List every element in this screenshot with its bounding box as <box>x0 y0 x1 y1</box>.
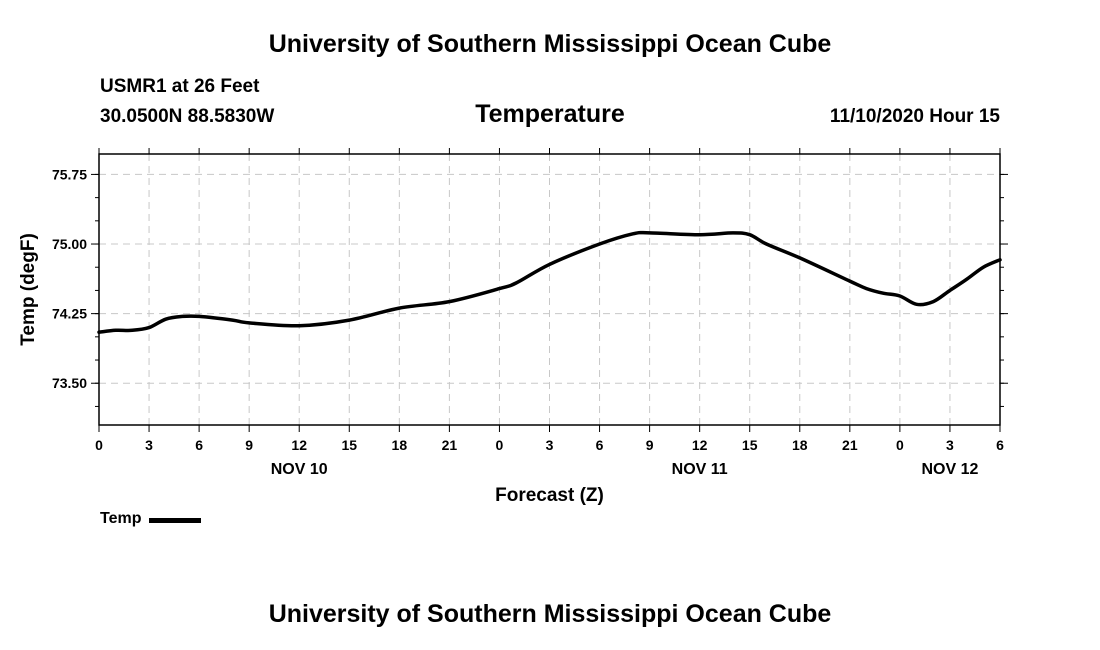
x-tick-label: 21 <box>842 437 858 453</box>
x-tick-label: 12 <box>291 437 307 453</box>
y-tick-label: 75.00 <box>52 236 87 252</box>
x-tick-label: 6 <box>596 437 604 453</box>
x-tick-label: 0 <box>896 437 904 453</box>
legend: Temp <box>100 510 202 528</box>
legend-line-swatch <box>149 517 202 523</box>
x-tick-label: 15 <box>742 437 758 453</box>
series-group <box>97 230 1002 334</box>
temp-series-line <box>97 230 1002 334</box>
date-label: NOV 12 <box>921 461 978 478</box>
x-tick-label: 6 <box>195 437 203 453</box>
date-label: NOV 11 <box>672 461 728 478</box>
footer-title: University of Southern Mississippi Ocean… <box>268 600 832 628</box>
x-tick-label: 21 <box>442 437 458 453</box>
x-tick-label: 12 <box>692 437 708 453</box>
y-tick-label: 73.50 <box>52 375 87 391</box>
x-tick-label: 0 <box>95 437 103 453</box>
forecast-datetime: 11/10/2020 Hour 15 <box>829 106 1000 127</box>
x-tick-label: 9 <box>245 437 253 453</box>
station-label: USMR1 at 26 Feet <box>100 76 260 97</box>
y-tick-label: 74.25 <box>52 306 87 322</box>
y-tick-label: 75.75 <box>52 166 87 182</box>
x-tick-label: 3 <box>145 437 153 453</box>
x-tick-label: 18 <box>792 437 808 453</box>
coordinates-label: 30.0500N 88.5830W <box>100 106 275 127</box>
chart-main-title: University of Southern Mississippi Ocean… <box>268 30 832 58</box>
axis-labels: 0 3 6 9 12 15 18 21 0 3 6 9 12 15 18 21 0 3 6 73.50 74.25 75.… <box>18 166 1004 506</box>
variable-title: Temperature <box>475 100 625 128</box>
x-tick-label: 0 <box>496 437 504 453</box>
x-tick-label: 15 <box>341 437 357 453</box>
axis-ticks <box>91 148 1008 432</box>
y-axis-title: Temp (degF) <box>18 233 39 346</box>
x-tick-label: 3 <box>946 437 954 453</box>
x-tick-label: 9 <box>646 437 654 453</box>
x-tick-label: 3 <box>546 437 554 453</box>
legend-label: Temp <box>100 510 142 527</box>
x-axis-title: Forecast (Z) <box>495 485 604 506</box>
x-tick-label: 6 <box>996 437 1004 453</box>
x-tick-label: 18 <box>392 437 408 453</box>
date-label: NOV 10 <box>271 461 328 478</box>
